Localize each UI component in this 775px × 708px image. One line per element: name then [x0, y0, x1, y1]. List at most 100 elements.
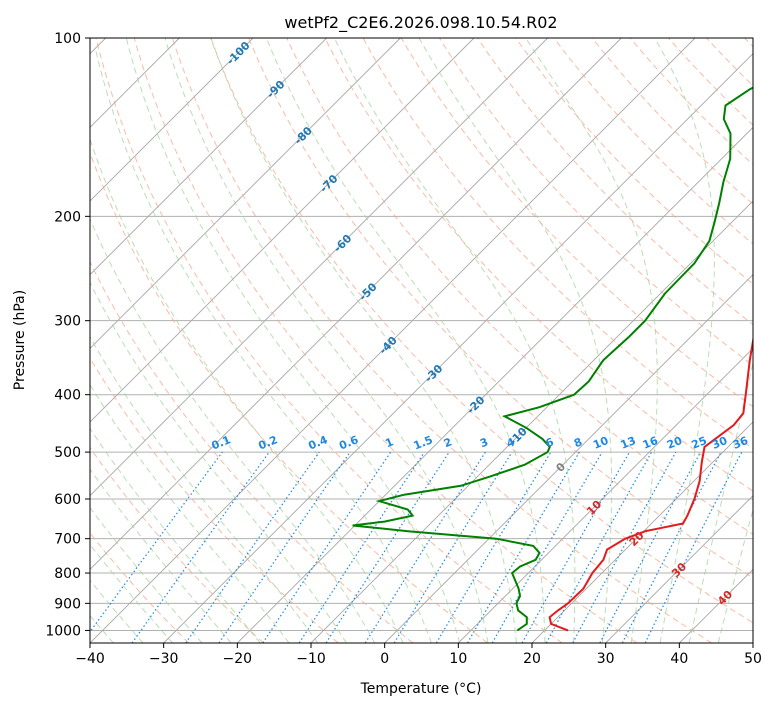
moist-adiabat-line: [90, 427, 261, 643]
mixing-ratio-line: [466, 451, 580, 643]
dry-adiabat-line: [248, 38, 753, 579]
mixing-ratio-label: 16: [641, 434, 660, 452]
y-tick-label: 600: [54, 492, 81, 508]
dry-adiabat-line: [95, 38, 563, 643]
isotherm-line: [237, 126, 753, 643]
moist-adiabat-line: [90, 137, 404, 643]
y-tick-label: 400: [54, 388, 81, 404]
mixing-ratio-label: 8: [572, 435, 584, 450]
mixing-ratio-label: 20: [665, 434, 684, 452]
isobar-gridlines: [90, 38, 753, 631]
mixing-ratio-lines: [90, 451, 743, 643]
moist-adiabat-line: [418, 38, 613, 643]
moist-adiabat-line: [90, 281, 347, 643]
y-tick-label: 100: [54, 31, 81, 47]
y-tick-label: 500: [54, 445, 81, 461]
isotherm-line: [605, 495, 753, 643]
moist-adiabat-line: [717, 508, 753, 643]
x-tick-label: −10: [296, 651, 326, 667]
dry-adiabat-line: [90, 446, 264, 643]
dry-adiabat-line: [362, 38, 753, 450]
dewpoint-profile-line: [352, 86, 753, 632]
x-tick-label: 10: [449, 651, 467, 667]
dry-adiabat-line: [324, 38, 753, 492]
dry-adiabat-line: [477, 38, 753, 326]
mixing-ratio-line: [325, 451, 450, 643]
x-axis-label: Temperature (°C): [360, 681, 482, 697]
mixing-ratio-label: 3: [478, 435, 490, 450]
isotherm-line: [458, 347, 753, 643]
mixing-ratio-label: 2: [442, 435, 454, 450]
mixing-ratio-label: 1: [383, 435, 395, 450]
x-tick-label: −20: [223, 651, 253, 667]
dry-adiabat-line: [400, 38, 753, 408]
mixing-ratio-line: [491, 451, 603, 643]
isotherm-gridlines: [90, 38, 753, 643]
moist-adiabat-line: [90, 335, 319, 643]
moist-adiabat-line: [333, 38, 576, 643]
mixing-ratio-line: [435, 451, 552, 643]
moist-adiabat-line: [164, 38, 489, 643]
plot-frame: [89, 37, 754, 644]
isotherm-line: [90, 38, 548, 497]
mixing-ratio-line: [572, 451, 677, 643]
moist-adiabat-line: [90, 217, 376, 643]
y-tick-label: 1000: [45, 623, 81, 639]
isotherm-line: [90, 38, 475, 423]
isotherm-line: [163, 53, 753, 643]
y-axis-label: Pressure (hPa): [12, 290, 28, 390]
y-tick-label: 700: [54, 532, 81, 548]
mixing-ratio-label: 25: [690, 434, 709, 452]
isotherm-line: [531, 421, 753, 643]
mixing-ratio-label: 13: [619, 434, 638, 452]
mixing-ratio-line: [131, 451, 270, 643]
x-tick-label: 40: [670, 651, 688, 667]
isotherm-line: [90, 38, 254, 202]
isotherm-line: [90, 38, 696, 643]
y-tick-label: 800: [54, 566, 81, 582]
mixing-ratio-line: [521, 451, 631, 643]
dry-adiabat-line: [515, 38, 753, 285]
x-tick-label: 30: [597, 651, 615, 667]
x-tick-label: −40: [75, 651, 105, 667]
moist-adiabat-line: [210, 38, 517, 643]
moist-adiabat-line: [525, 38, 658, 643]
isotherm-line: [90, 38, 622, 570]
mixing-ratio-label: 36: [731, 434, 750, 452]
moist-adiabat-line: [95, 50, 432, 643]
isotherm-line: [90, 38, 401, 349]
moist-adiabat-line: [265, 38, 546, 643]
moist-adiabat-line: [654, 38, 715, 643]
moist-adiabat-line: [90, 506, 203, 643]
temperature-profile-line: [548, 335, 753, 632]
isotherm-line: [90, 38, 327, 276]
x-axis-ticks: −40 −30 −20 −10 0 10 20 30 40 50: [75, 643, 762, 667]
mixing-ratio-line: [218, 451, 351, 643]
mixing-ratio-label: 30: [710, 434, 729, 452]
moist-adiabat-line: [90, 383, 290, 643]
x-tick-label: −30: [149, 651, 179, 667]
x-tick-label: 50: [744, 651, 762, 667]
moist-adiabat-line: [688, 359, 753, 643]
mixing-ratio-line: [545, 451, 653, 643]
y-axis-ticks: 100 200 300 400 500 600 700 800 900 1000: [45, 31, 90, 639]
moist-adiabat-line: [90, 468, 232, 643]
mixing-ratio-line: [393, 451, 513, 643]
x-tick-label: 20: [523, 651, 541, 667]
moist-adiabats: [90, 38, 753, 643]
moist-adiabat-line: [125, 38, 461, 643]
mixing-ratio-line: [90, 451, 223, 633]
mixing-ratio-label: 10: [591, 434, 610, 452]
isotherm-line: [384, 274, 753, 643]
dry-adiabat-line: [210, 38, 753, 624]
y-tick-label: 300: [54, 314, 81, 330]
dry-adiabat-line: [171, 38, 712, 643]
dry-adiabat-line: [133, 38, 638, 643]
chart-title: wetPf2_C2E6.2026.098.10.54.R02: [284, 13, 557, 33]
sounding-profiles: [352, 86, 753, 632]
mixing-ratio-line: [185, 451, 320, 643]
y-tick-label: 200: [54, 209, 81, 225]
x-tick-label: 0: [380, 651, 389, 667]
y-tick-label: 900: [54, 596, 81, 612]
